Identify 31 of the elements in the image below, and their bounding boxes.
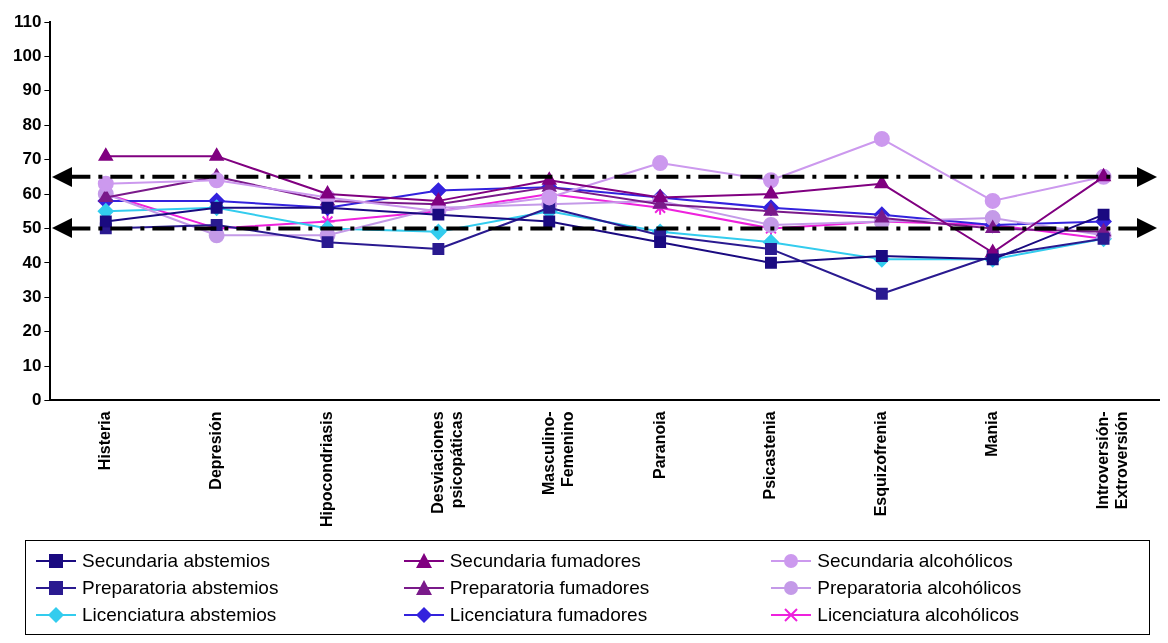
y-tick-label: 20 — [22, 321, 42, 341]
legend-label: Secundaria fumadores — [449, 549, 641, 572]
y-tick-label: 60 — [22, 183, 42, 203]
legend-label: Preparatoria alcohólicos — [817, 576, 1022, 599]
y-tick-label: 40 — [22, 252, 42, 272]
legend-label: Licenciatura alcohólicos — [817, 603, 1020, 626]
y-tick-label: 50 — [22, 218, 42, 238]
y-tick-label: 0 — [31, 390, 42, 410]
x-tick-label: Introversión-Extroversión — [1093, 411, 1131, 510]
x-tick-label: Paranoia — [650, 411, 668, 480]
y-tick-label: 10 — [22, 355, 42, 375]
legend-label: Secundaria abstemios — [82, 549, 270, 572]
y-tick-label: 70 — [22, 149, 42, 169]
y-tick-label: 100 — [12, 46, 42, 66]
y-tick-label: 110 — [13, 11, 42, 31]
x-tick-label: Histeria — [96, 411, 114, 471]
x-tick-label: Psicastenia — [761, 411, 779, 500]
y-tick-label: 30 — [22, 286, 42, 306]
y-tick-label: 90 — [22, 80, 42, 100]
legend-label: Licenciatura fumadores — [449, 603, 648, 626]
legend-label: Preparatoria abstemios — [82, 576, 279, 599]
legend-label: Secundaria alcohólicos — [817, 549, 1013, 572]
legend-label: Preparatoria fumadores — [449, 576, 650, 599]
x-tick-label: Hipocondriasis — [317, 411, 335, 527]
legend-label: Licenciatura abstemios — [82, 603, 277, 626]
x-tick-label: Mania — [983, 411, 1001, 457]
x-tick-label: Desviaciones psicopáticas — [428, 411, 465, 514]
x-tick-label: Esquizofrenia — [872, 411, 890, 517]
x-tick-label: Depresión — [207, 411, 225, 490]
x-tick-label: Masculino-Femenino — [539, 411, 576, 495]
y-tick-label: 80 — [22, 114, 42, 134]
